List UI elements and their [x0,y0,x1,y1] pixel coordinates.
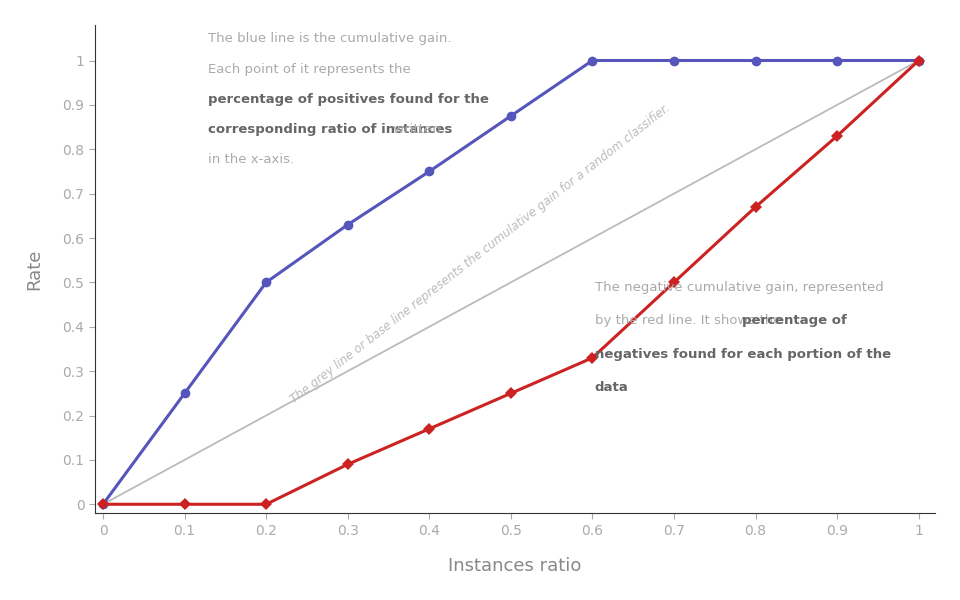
X-axis label: Instances ratio: Instances ratio [448,557,582,575]
Text: corresponding ratio of instances: corresponding ratio of instances [208,123,453,136]
Text: by the red line. It shows the: by the red line. It shows the [595,314,785,328]
Text: The blue line is the cumulative gain.: The blue line is the cumulative gain. [208,32,452,46]
Text: in the x-axis.: in the x-axis. [208,154,295,166]
Text: The negative cumulative gain, represented: The negative cumulative gain, represente… [595,281,883,294]
Text: data: data [595,381,629,394]
Text: negatives found for each portion of the: negatives found for each portion of the [595,347,891,361]
Y-axis label: Rate: Rate [25,248,43,290]
Text: The grey line or base line represents the cumulative gain for a random classifie: The grey line or base line represents th… [289,101,673,406]
Text: percentage of: percentage of [742,314,847,328]
Text: written: written [389,123,441,136]
Text: .: . [622,381,626,394]
Text: Each point of it represents the: Each point of it represents the [208,62,411,76]
Text: percentage of positives found for the: percentage of positives found for the [208,93,490,106]
